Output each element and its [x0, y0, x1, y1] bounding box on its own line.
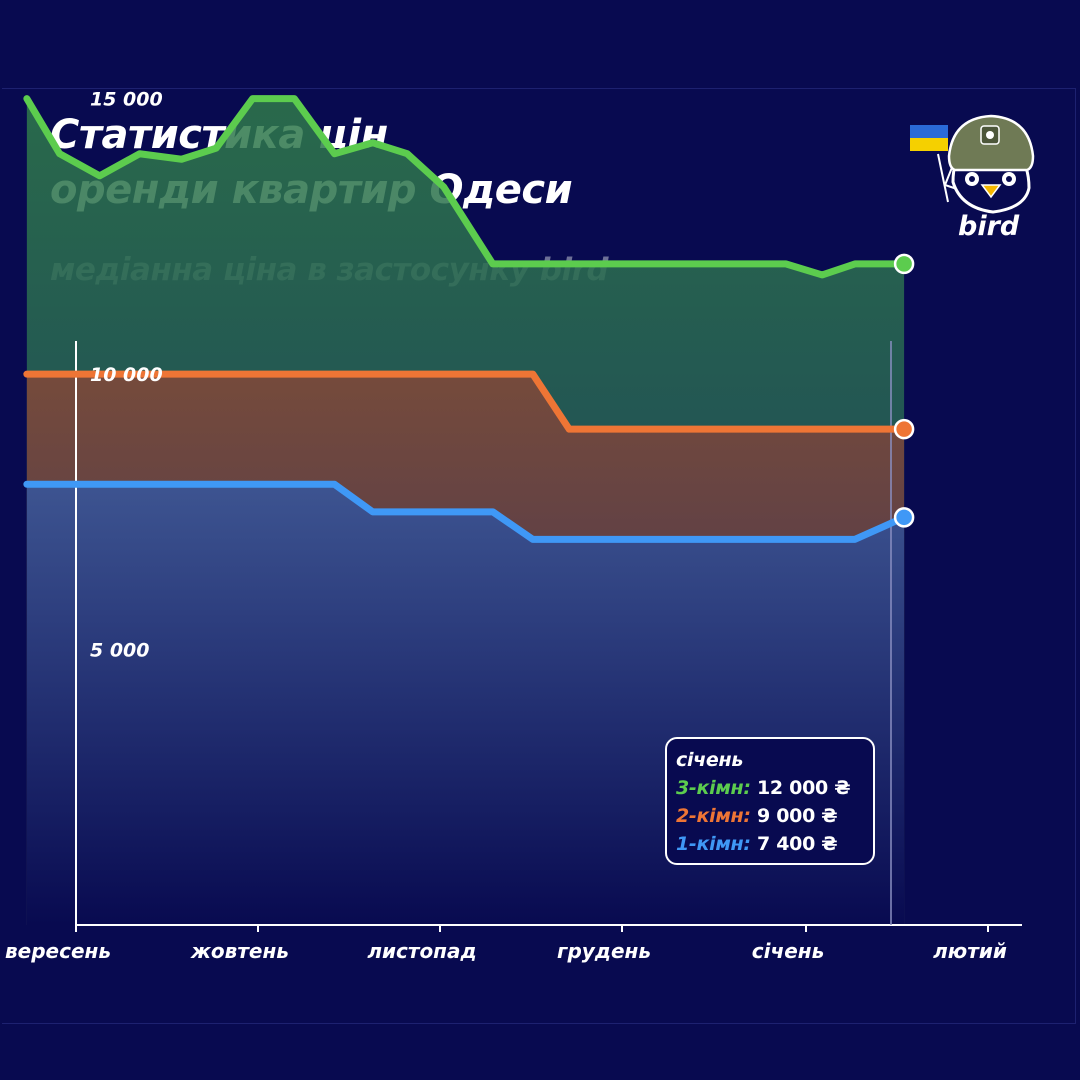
- x-tick-label: листопад: [367, 939, 476, 963]
- bird-helmet-icon: [910, 114, 1035, 214]
- chart-end-markers: [893, 253, 915, 528]
- x-tick-label: вересень: [5, 939, 111, 963]
- legend-value-1-room: 7 400 ₴: [757, 833, 838, 855]
- y-tick-label: 15 000: [90, 89, 163, 111]
- legend-row-1-room: 1-кімн: 7 400 ₴: [676, 830, 873, 858]
- brand-name: bird: [958, 211, 1020, 242]
- legend-box: січень 3-кімн: 12 000 ₴ 2-кімн: 9 000 ₴ …: [665, 737, 875, 865]
- content-frame: [2, 88, 1076, 1024]
- legend-row-2-room: 2-кімн: 9 000 ₴: [676, 802, 873, 830]
- legend-month: січень: [676, 749, 744, 771]
- chart-axes: [75, 341, 1022, 932]
- legend-value-2-room: 9 000 ₴: [757, 805, 838, 827]
- end-marker-3-room: [893, 253, 915, 275]
- legend-label-1-room: 1-кімн:: [676, 833, 751, 855]
- end-marker-2-room: [893, 418, 915, 440]
- end-marker-1-room: [893, 507, 915, 528]
- x-tick-label: січень: [752, 939, 824, 963]
- chart-lines: [23, 95, 908, 543]
- line-1-room: [23, 480, 908, 543]
- legend-label-2-room: 2-кімн:: [676, 805, 751, 827]
- y-tick-label: 5 000: [90, 640, 150, 662]
- legend-label-3-room: 3-кімн:: [676, 777, 751, 799]
- chart-tick-labels: 15 000 10 000 5 000 вересень жовтень листопад…: [5, 89, 1007, 963]
- legend-row-3-room: 3-кімн: 12 000 ₴: [676, 774, 873, 802]
- legend-value-3-room: 12 000 ₴: [757, 777, 851, 799]
- ukraine-flag-icon: [910, 125, 948, 151]
- y-tick-label: 10 000: [90, 364, 163, 386]
- line-3-room: [23, 95, 908, 279]
- x-tick-label: грудень: [557, 939, 651, 963]
- x-tick-label: жовтень: [190, 939, 289, 963]
- x-tick-label: лютий: [933, 939, 1007, 963]
- line-2-room: [23, 370, 908, 433]
